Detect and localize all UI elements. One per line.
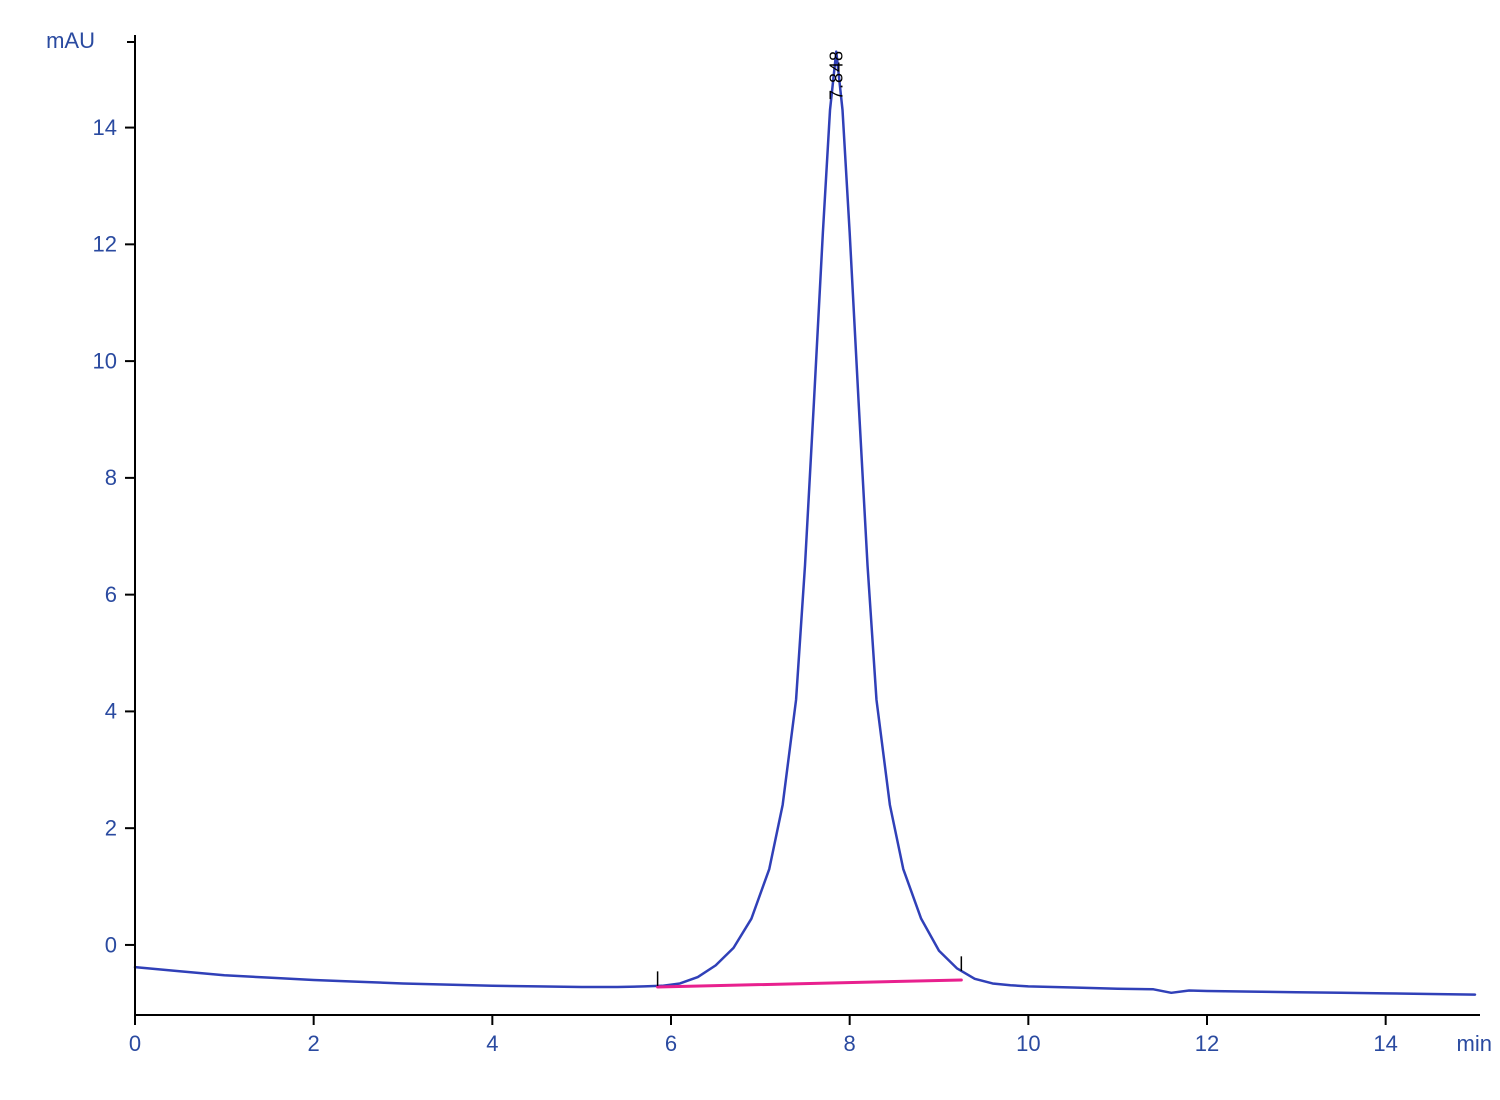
y-tick-label: 12 [93,232,117,257]
y-tick-label: 4 [105,699,117,724]
y-tick-label: 6 [105,582,117,607]
x-tick-label: 2 [308,1031,320,1056]
x-tick-label: 4 [486,1031,498,1056]
chromatogram-chart: 0 2 4 6 8 10 12 14 0 2 4 6 8 10 12 14 mAU min 7.848 [0,0,1500,1100]
y-tick-label: 8 [105,465,117,490]
y-tick-label: 2 [105,816,117,841]
svg-text:7.848: 7.848 [826,50,846,100]
chromatogram-svg: 0 2 4 6 8 10 12 14 0 2 4 6 8 10 12 14 mAU min 7.848 [0,0,1500,1100]
y-tick-label: 10 [93,348,117,373]
x-tick-label: 6 [665,1031,677,1056]
x-tick-label: 10 [1016,1031,1040,1056]
y-axis-label: mAU [46,28,95,53]
x-tick-label: 0 [129,1031,141,1056]
x-tick-label: 8 [844,1031,856,1056]
y-tick-label: 0 [105,932,117,957]
y-tick-label: 14 [93,115,117,140]
peak-label: 7.848 [826,50,846,100]
x-axis-label: min [1457,1031,1492,1056]
x-tick-label: 12 [1195,1031,1219,1056]
x-tick-label: 14 [1373,1031,1397,1056]
